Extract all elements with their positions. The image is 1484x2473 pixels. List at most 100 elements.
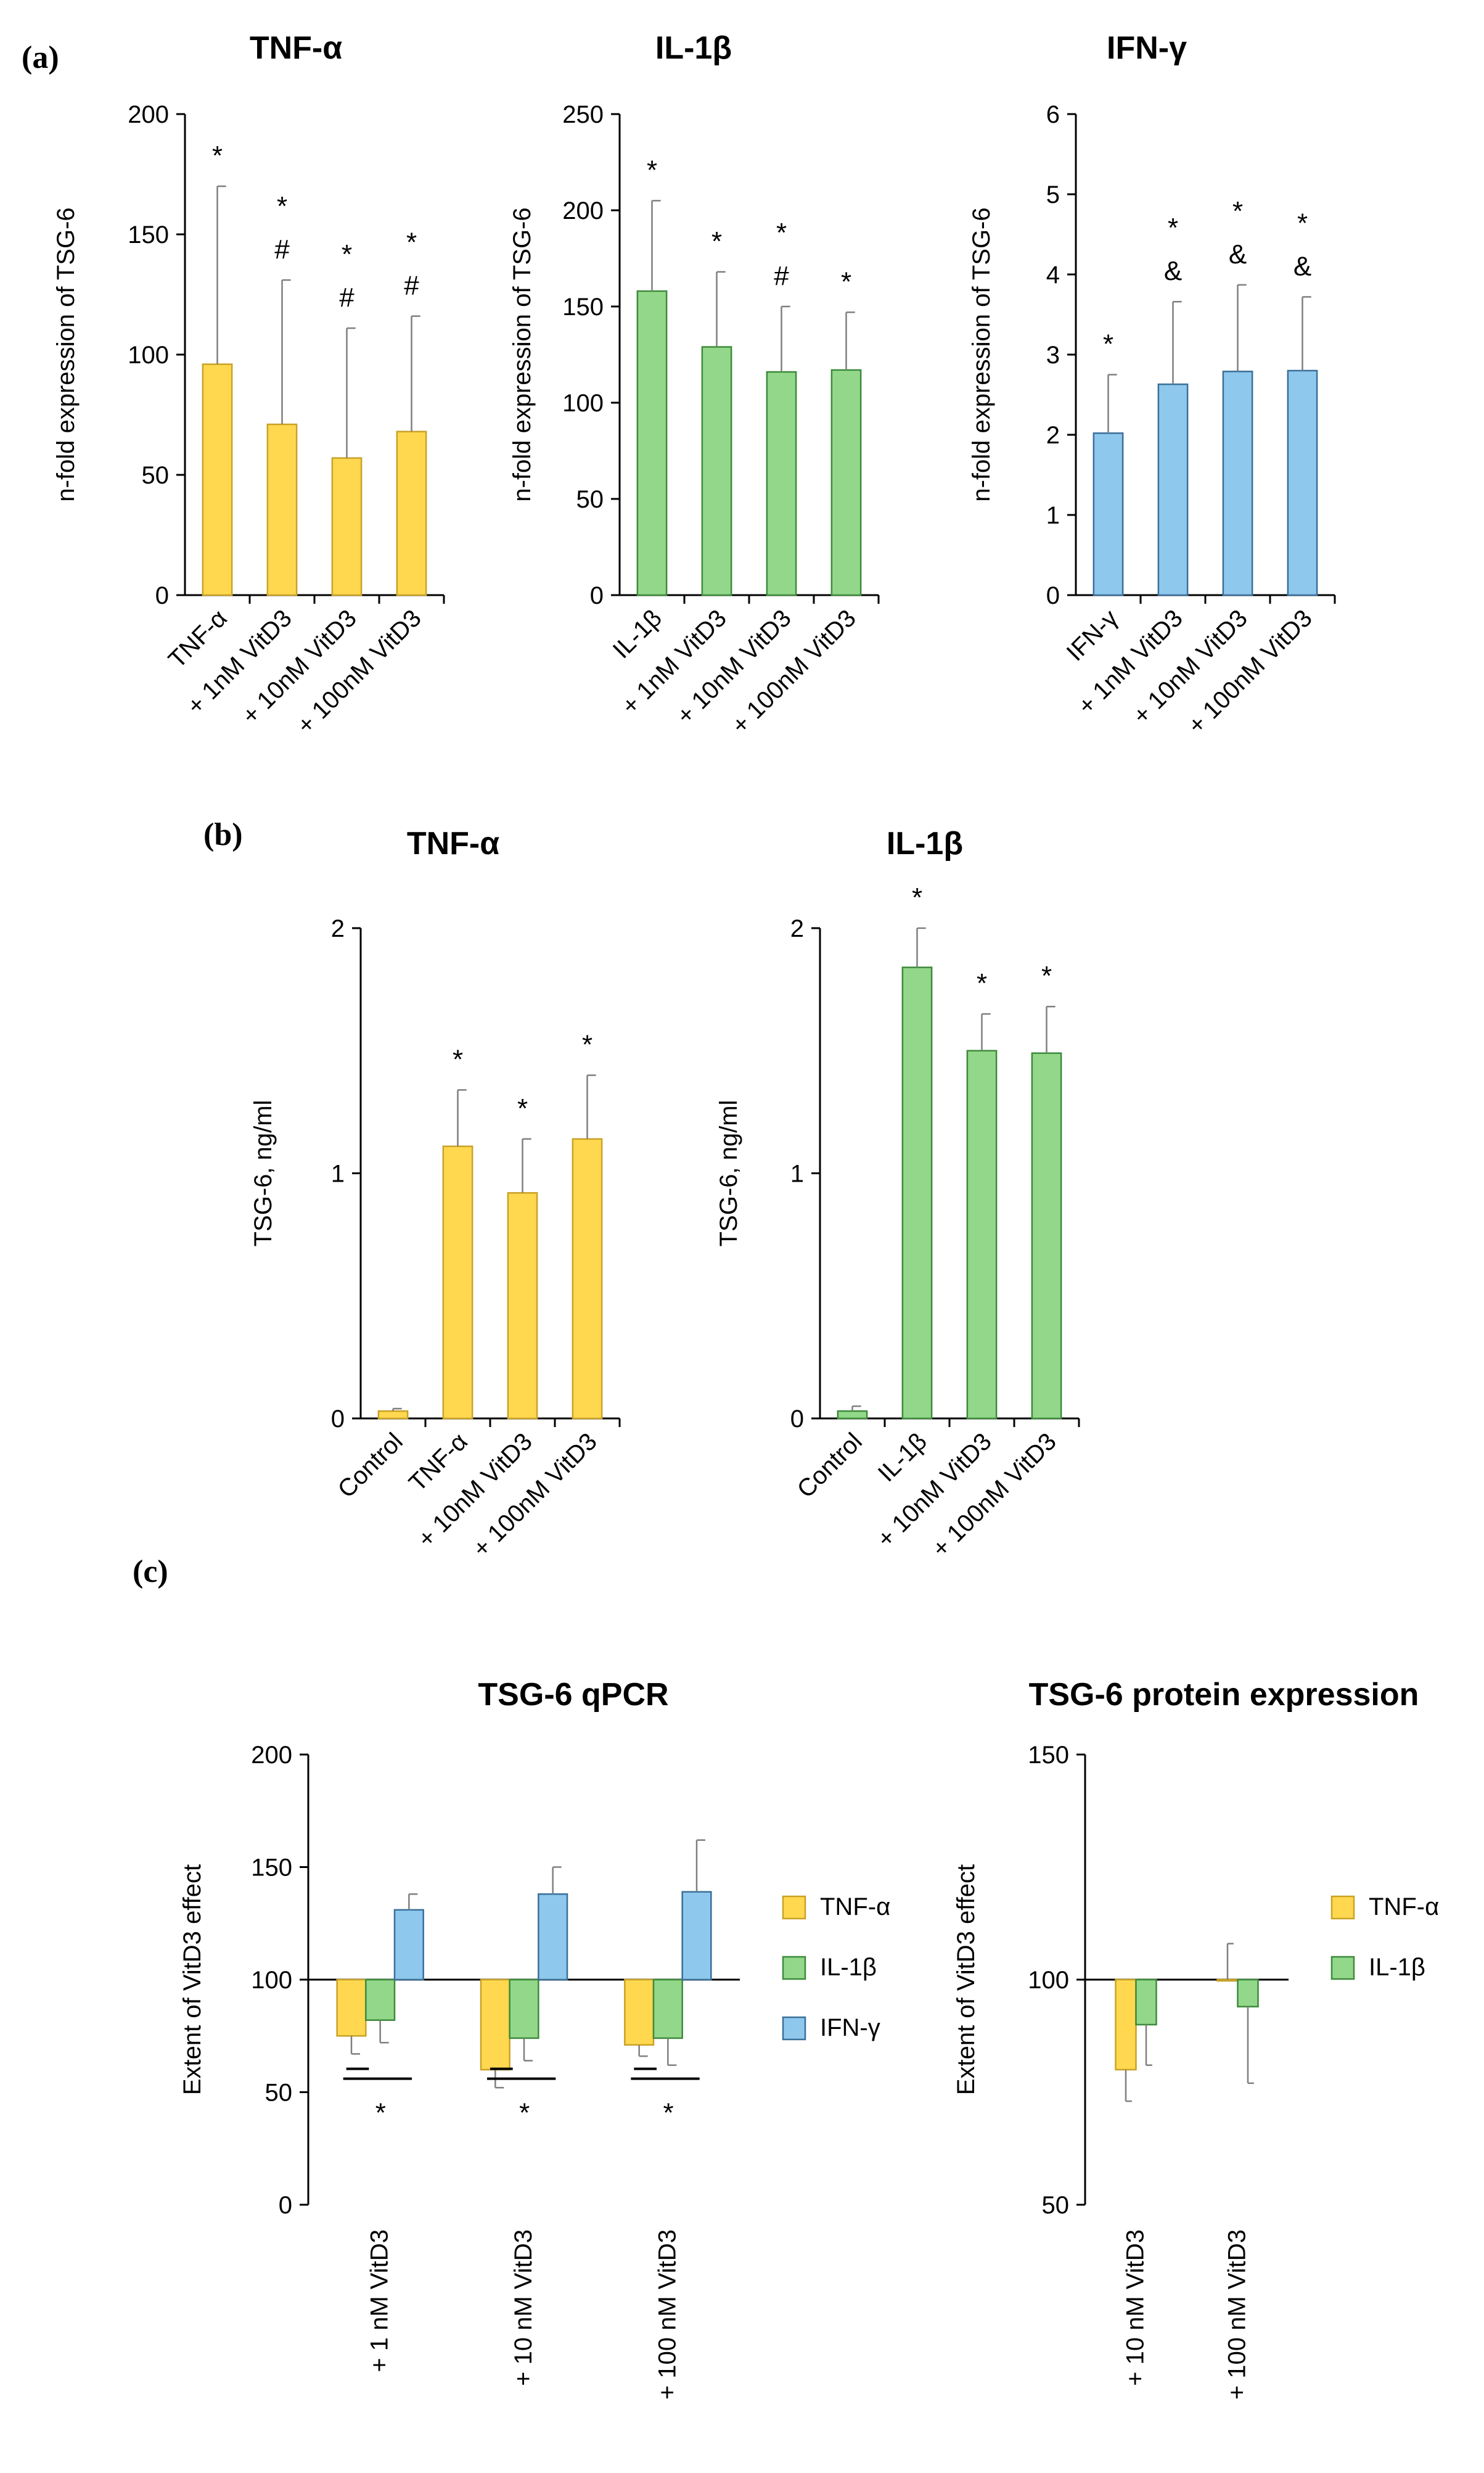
y-tick-label: 0: [790, 1405, 804, 1433]
significance-mark: *: [1168, 213, 1178, 243]
bar: [1157, 383, 1189, 596]
bar: [1216, 1978, 1239, 1982]
significance-mark: *: [342, 239, 352, 270]
y-tick-label: 1: [1046, 502, 1060, 529]
bar: [624, 1978, 655, 2046]
y-tick-label: 200: [128, 101, 169, 128]
bar: [396, 430, 427, 596]
bar: [377, 1410, 409, 1420]
x-tick-label: + 10nM VitD3: [671, 604, 797, 730]
chart-title: IL-1β: [887, 826, 963, 862]
legend-swatch: [782, 1895, 806, 1920]
y-tick-label: 2: [790, 915, 804, 942]
bar: [507, 1192, 538, 1420]
x-tick-label: + 1 nM VitD3: [366, 2229, 393, 2372]
significance-mark: *: [277, 191, 287, 221]
y-tick-label: 100: [251, 1967, 292, 1994]
bar: [966, 1050, 998, 1420]
y-tick-label: 50: [576, 486, 604, 513]
x-tick-label: IFN-γ: [1062, 604, 1123, 666]
bar: [538, 1893, 568, 1981]
x-tick-label: IL-1β: [608, 604, 667, 664]
x-tick-label: IL-1β: [873, 1428, 932, 1487]
y-tick-label: 0: [590, 582, 604, 609]
chart-title: TNF-α: [407, 826, 499, 862]
bar: [331, 457, 363, 596]
y-axis-label: Extent of VitD3 effect: [179, 1864, 206, 2095]
y-tick-label: 200: [562, 197, 604, 224]
significance-mark: *: [1232, 196, 1243, 226]
x-tick-label: + 10nM VitD3: [412, 1428, 538, 1553]
y-tick-label: 50: [142, 462, 170, 489]
y-tick-label: 50: [265, 2080, 293, 2107]
y-tick-label: 150: [562, 294, 604, 321]
y-tick-label: 100: [128, 342, 169, 369]
x-tick-label: + 10 nM VitD3: [510, 2229, 537, 2386]
significance-mark: #: [404, 271, 419, 301]
bar: [509, 1978, 539, 2039]
y-tick-label: 6: [1046, 101, 1060, 128]
bar: [442, 1145, 473, 1420]
y-tick-label: 0: [155, 582, 169, 609]
significance-mark: *: [1103, 329, 1113, 360]
legend-label: TNF-α: [820, 1893, 890, 1920]
y-tick-label: 150: [128, 221, 169, 249]
bar: [266, 423, 298, 596]
panel-label-a: (a): [22, 40, 59, 75]
bar: [1222, 371, 1253, 596]
significance-mark: *: [663, 2098, 673, 2128]
significance-mark: &: [1164, 256, 1182, 286]
significance-mark: #: [274, 234, 290, 265]
panel-label-c: (c): [133, 1554, 168, 1589]
chart-7: TSG-6 protein expression Extent of VitD3 …: [953, 1677, 1439, 2400]
chart-6: TSG-6 qPCR Extent of VitD3 effect 0 50 100 15…: [179, 1677, 890, 2400]
x-tick-label: Control: [792, 1428, 867, 1503]
bar: [336, 1978, 367, 2037]
y-tick-label: 2: [331, 915, 345, 942]
significance-mark: *: [1297, 208, 1308, 238]
significance-mark: *: [912, 883, 922, 913]
x-tick-label: + 10nM VitD3: [872, 1428, 997, 1553]
significance-mark: &: [1293, 251, 1311, 281]
significance-mark: #: [774, 261, 789, 291]
bar: [901, 966, 933, 1420]
y-tick-label: 4: [1046, 261, 1060, 289]
chart-title: TSG-6 qPCR: [478, 1677, 668, 1713]
chart-3: IFN-γ n-fold expression of TSG-6 0 1 2 3 4 5 6 * I…: [968, 30, 1336, 739]
y-tick-label: 100: [562, 390, 604, 417]
bar: [1287, 369, 1318, 596]
bar: [701, 346, 732, 596]
legend-label: IL-1β: [1369, 1954, 1425, 1981]
chart-5: IL-1β TSG-6, ng/ml 0 1 2 Control * IL-1β * + 10nM…: [715, 826, 1080, 1563]
bar: [393, 1909, 424, 1981]
y-tick-label: 100: [1028, 1967, 1069, 1994]
y-tick-label: 0: [1046, 582, 1060, 609]
significance-mark: *: [375, 2098, 386, 2128]
significance-mark: *: [647, 155, 657, 185]
chart-1: TNF-α n-fold expression of TSG-6 0 50 100 150…: [52, 30, 445, 739]
chart-title: IFN-γ: [1107, 30, 1187, 66]
bar: [636, 290, 668, 596]
y-tick-label: 50: [1042, 2192, 1070, 2219]
y-tick-label: 0: [279, 2192, 292, 2219]
y-tick-label: 2: [1046, 422, 1060, 449]
chart-title: TNF-α: [250, 30, 342, 66]
bar: [681, 1891, 712, 1981]
x-tick-label: + 10nM VitD3: [1128, 604, 1253, 730]
y-axis-label: TSG-6, ng/ml: [250, 1100, 277, 1247]
legend-swatch: [782, 2016, 806, 2041]
bar: [202, 363, 233, 596]
x-tick-label: + 10nM VitD3: [237, 604, 362, 730]
y-tick-label: 150: [251, 1854, 292, 1882]
panel-label-b: (b): [203, 817, 243, 852]
bar: [837, 1410, 868, 1420]
chart-2: IL-1β n-fold expression of TSG-6 0 50 100 150…: [509, 30, 880, 739]
y-tick-label: 200: [251, 1742, 292, 1769]
y-tick-label: 1: [790, 1161, 804, 1188]
y-tick-label: 3: [1046, 342, 1060, 369]
y-tick-label: 150: [1028, 1742, 1069, 1769]
significance-mark: *: [519, 2098, 530, 2128]
y-tick-label: 0: [331, 1405, 345, 1433]
